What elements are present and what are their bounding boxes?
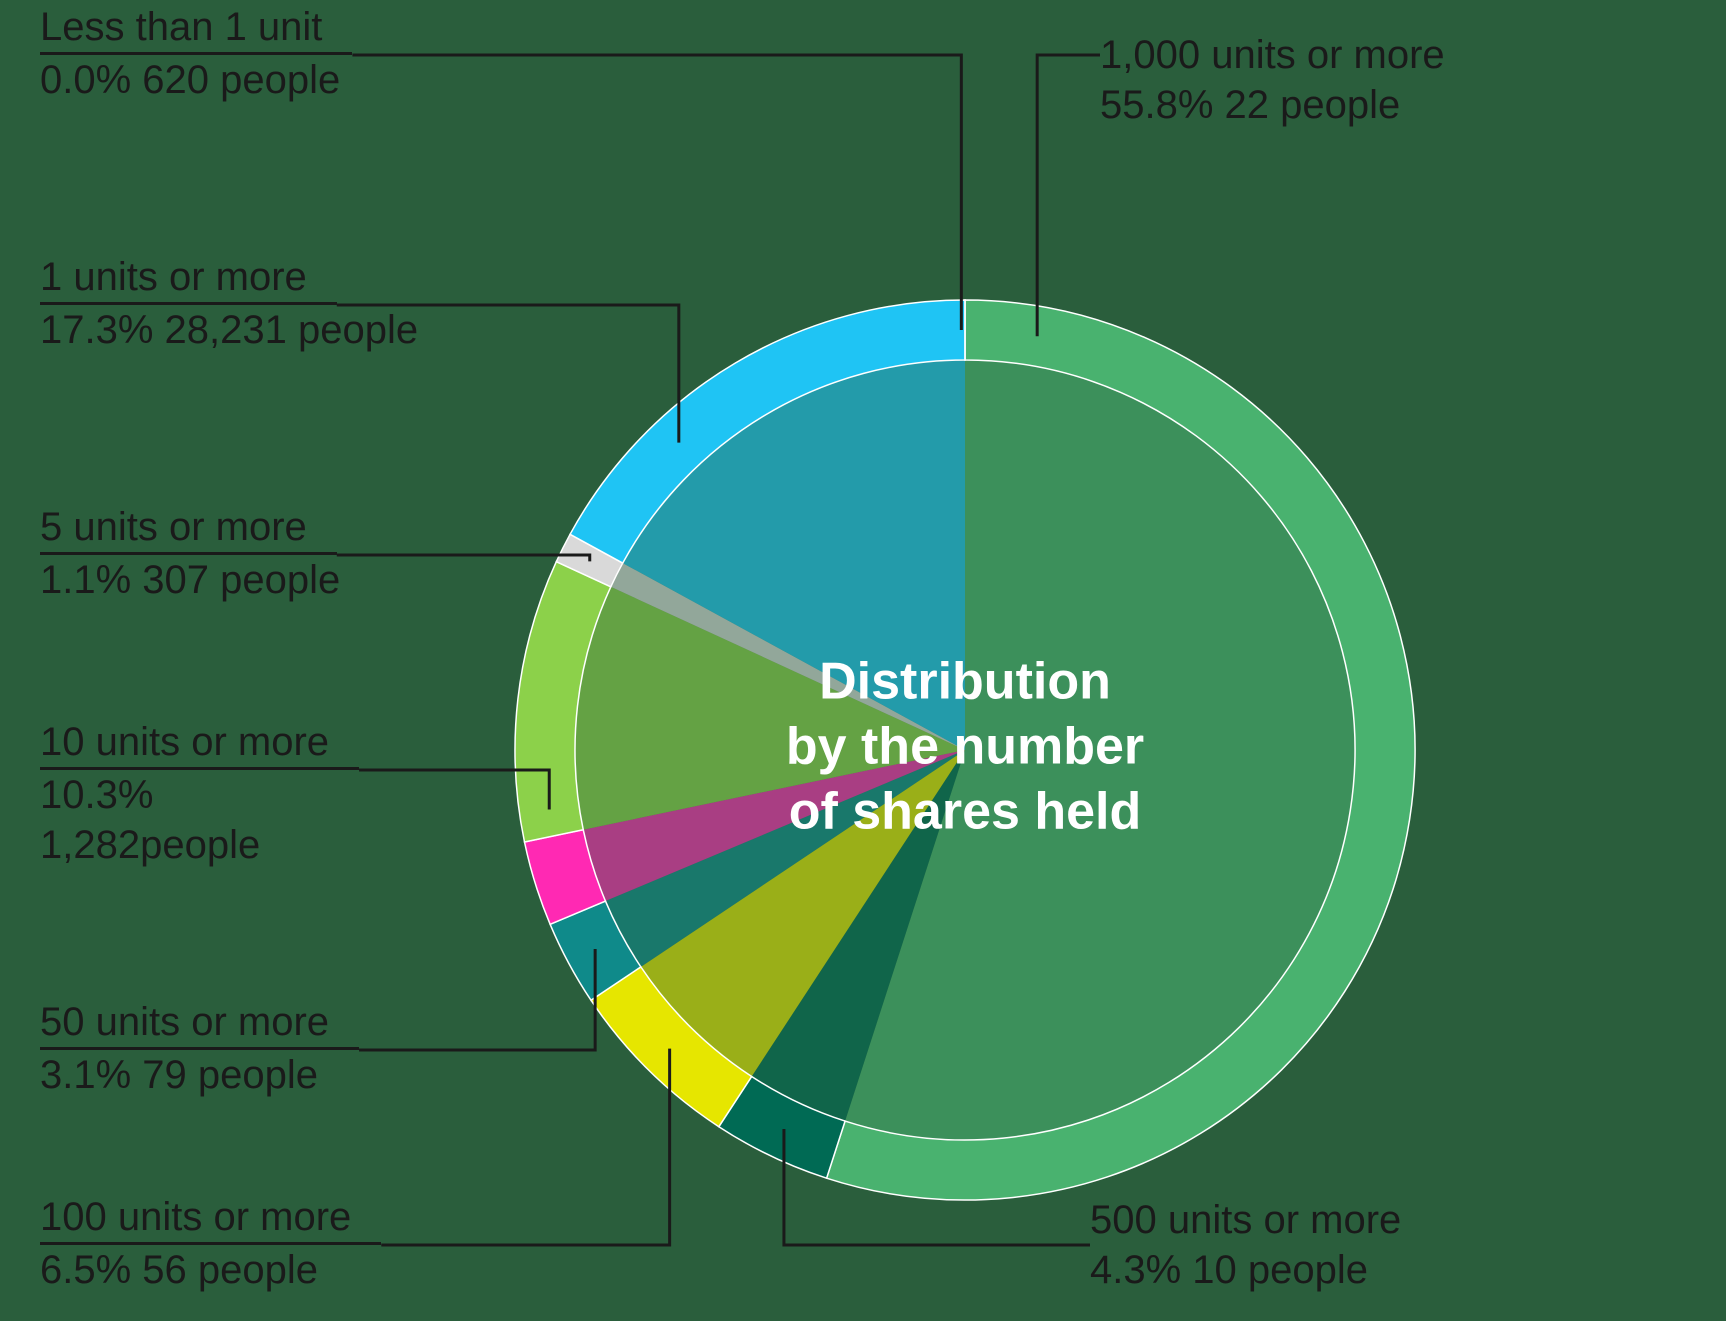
label-line2: 10.3% 1,282people bbox=[40, 770, 359, 870]
label-s100: 100 units or more6.5% 56 people bbox=[40, 1192, 381, 1295]
leader-s1000 bbox=[1037, 55, 1100, 336]
donut-chart: Distribution by the number of shares held bbox=[0, 0, 1726, 1321]
center-title: Distribution by the number of shares held bbox=[786, 653, 1144, 841]
center-title-line-1: by the number bbox=[786, 718, 1144, 776]
label-s50: 50 units or more3.1% 79 people bbox=[40, 997, 359, 1100]
label-line2: 3.1% 79 people bbox=[40, 1050, 359, 1100]
label-line1: Less than 1 unit bbox=[40, 2, 352, 55]
label-line1: 1 units or more bbox=[40, 252, 337, 305]
label-line2: 17.3% 28,231 people bbox=[40, 305, 418, 355]
label-s10: 10 units or more10.3% 1,282people bbox=[40, 717, 359, 870]
label-line2: 55.8% 22 people bbox=[1100, 80, 1445, 130]
label-line1: 50 units or more bbox=[40, 997, 359, 1050]
label-line2: 0.0% 620 people bbox=[40, 55, 352, 105]
label-s5: 5 units or more1.1% 307 people bbox=[40, 502, 340, 605]
label-line1: 100 units or more bbox=[40, 1192, 381, 1245]
label-s0: Less than 1 unit0.0% 620 people bbox=[40, 2, 352, 105]
leader-s50 bbox=[359, 949, 595, 1050]
label-line1: 1,000 units or more bbox=[1100, 30, 1445, 80]
label-s1000: 1,000 units or more55.8% 22 people bbox=[1100, 30, 1445, 130]
label-line2: 1.1% 307 people bbox=[40, 555, 340, 605]
label-s1: 1 units or more17.3% 28,231 people bbox=[40, 252, 418, 355]
leader-s0 bbox=[352, 55, 961, 330]
center-title-line-0: Distribution bbox=[819, 653, 1111, 711]
label-line2: 4.3% 10 people bbox=[1090, 1245, 1401, 1295]
leader-s100 bbox=[381, 1049, 669, 1245]
leader-s5 bbox=[337, 555, 590, 561]
center-title-line-2: of shares held bbox=[789, 783, 1142, 841]
label-line1: 500 units or more bbox=[1090, 1195, 1401, 1245]
label-line2: 6.5% 56 people bbox=[40, 1245, 381, 1295]
label-line1: 5 units or more bbox=[40, 502, 337, 555]
label-line1: 10 units or more bbox=[40, 717, 359, 770]
label-s500: 500 units or more4.3% 10 people bbox=[1090, 1195, 1401, 1295]
